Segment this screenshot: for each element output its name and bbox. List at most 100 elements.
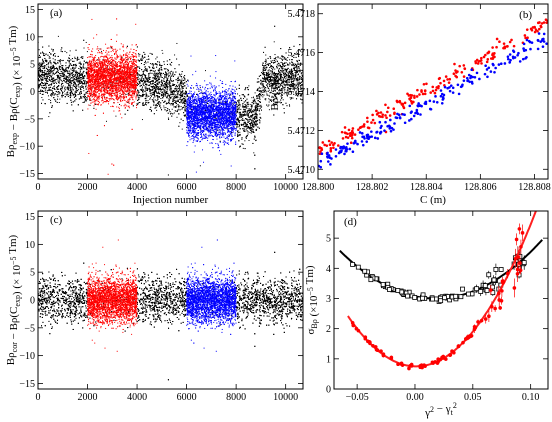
x-tick-label: 2000: [78, 392, 98, 403]
data-point: [496, 291, 501, 296]
data-point: [478, 289, 484, 294]
series-0: [38, 251, 303, 381]
data-point: [458, 294, 464, 300]
x-tick-label: 0: [36, 392, 41, 403]
x-tick-label: 6000: [177, 182, 197, 193]
x-tick-label: 6000: [177, 392, 197, 403]
y-tick-label: 5: [30, 268, 35, 279]
data-point: [461, 340, 465, 345]
data-point: [500, 280, 505, 285]
panel-b: 128.800 128.802 128.804 128.806 128.808 5.471…: [269, 3, 551, 206]
data-point: [450, 349, 454, 353]
y-tick-label: 15: [25, 5, 35, 16]
data-point: [351, 323, 356, 328]
data-point: [395, 288, 401, 293]
y-tick-label: 5.4714: [288, 87, 316, 98]
x-tick-label: 128.806: [464, 182, 497, 193]
x-tick-label: 128.800: [302, 182, 335, 193]
data-point: [448, 353, 453, 357]
x-tick-label: 8000: [226, 182, 246, 193]
y-axis-label: σBρ (×10−5 Tm): [304, 265, 320, 334]
x-axis-label: Injection number: [133, 194, 209, 206]
x-axis-label: γ2 − γt2: [424, 401, 457, 419]
y-tick-label: 5.4710: [288, 165, 316, 176]
data-point: [387, 287, 392, 292]
y-tick-label: 0: [30, 87, 35, 98]
plot-frame: [333, 210, 549, 390]
y-tick-label: 0: [326, 385, 331, 396]
series-0: [38, 17, 303, 176]
data-point: [521, 260, 527, 266]
data-point: [375, 348, 380, 353]
data-point: [518, 261, 522, 265]
y-tick-label: 5.4712: [288, 126, 316, 137]
data-point: [371, 344, 375, 348]
data-point: [362, 268, 368, 274]
panel-c: 0 2000 4000 6000 8000 10000 −15 −10 −5 0 5 10 15 (c) B…: [5, 210, 304, 403]
data-point: [489, 304, 494, 309]
data-points: [38, 17, 303, 176]
data-point: [460, 286, 465, 292]
series-1: [318, 32, 548, 169]
y-tick-label: 4: [326, 264, 331, 275]
y-tick-label: 0: [30, 296, 35, 307]
data-point: [479, 318, 484, 323]
data-point: [430, 296, 435, 302]
series-0: [350, 246, 527, 304]
data-point: [517, 227, 522, 231]
y-axis-label: Bρcor − Bρ(Cexp) (× 10−5 Tm): [5, 234, 23, 365]
x-tick-label: 2000: [78, 182, 98, 193]
y-tick-label: 15: [25, 212, 35, 223]
x-tick-label: 128.808: [518, 182, 551, 193]
data-point: [438, 298, 444, 304]
data-point: [418, 365, 423, 370]
data-point: [431, 361, 435, 365]
y-tick-label: −5: [24, 114, 35, 125]
y-tick-label: 2: [326, 324, 331, 335]
x-tick-label: 0.00: [406, 392, 424, 403]
x-tick-label: 0.10: [522, 392, 540, 403]
series-1: [350, 223, 525, 371]
data-point: [512, 286, 517, 290]
x-tick-label: 4000: [127, 182, 147, 193]
y-tick-label: 5.4716: [288, 48, 316, 59]
data-point: [442, 295, 447, 301]
data-point: [399, 361, 404, 366]
data-point: [489, 288, 493, 292]
data-point: [350, 262, 355, 267]
data-point: [355, 264, 361, 270]
data-point: [499, 298, 504, 303]
series-1: [87, 239, 138, 352]
x-tick-label: 8000: [226, 392, 246, 403]
data-point: [518, 268, 523, 273]
data-point: [514, 237, 519, 242]
y-axis-label: Bρ (Tm): [269, 72, 281, 111]
data-point: [476, 320, 480, 324]
y-tick-label: 10: [25, 32, 35, 43]
data-point: [483, 317, 488, 321]
y-tick-label: 1: [326, 354, 331, 365]
data-points: [38, 239, 303, 381]
series-2: [186, 239, 237, 352]
data-point: [420, 295, 425, 301]
x-tick-label: 10000: [273, 392, 298, 403]
panel-label: (b): [519, 9, 532, 21]
y-tick-label: 10: [25, 240, 35, 251]
data-point: [519, 244, 523, 249]
data-point: [453, 293, 459, 299]
y-tick-label: −10: [19, 351, 35, 362]
y-tick-label: 5: [30, 60, 35, 71]
data-point: [407, 366, 411, 371]
data-point: [456, 344, 461, 349]
x-tick-label: 128.802: [356, 182, 389, 193]
series-1: [87, 18, 138, 175]
x-tick-label: 4000: [127, 392, 147, 403]
data-point: [389, 356, 394, 361]
x-tick-label: 0.05: [464, 392, 482, 403]
data-point: [493, 267, 499, 272]
data-point: [435, 361, 440, 365]
panel-d: −0.05 0.00 0.05 0.10 0 1 2 3 4 5 (d) γ2 − γt2 σBρ (×…: [304, 210, 549, 419]
data-point: [363, 336, 368, 341]
x-tick-label: 128.804: [410, 182, 443, 193]
data-point: [516, 255, 520, 259]
